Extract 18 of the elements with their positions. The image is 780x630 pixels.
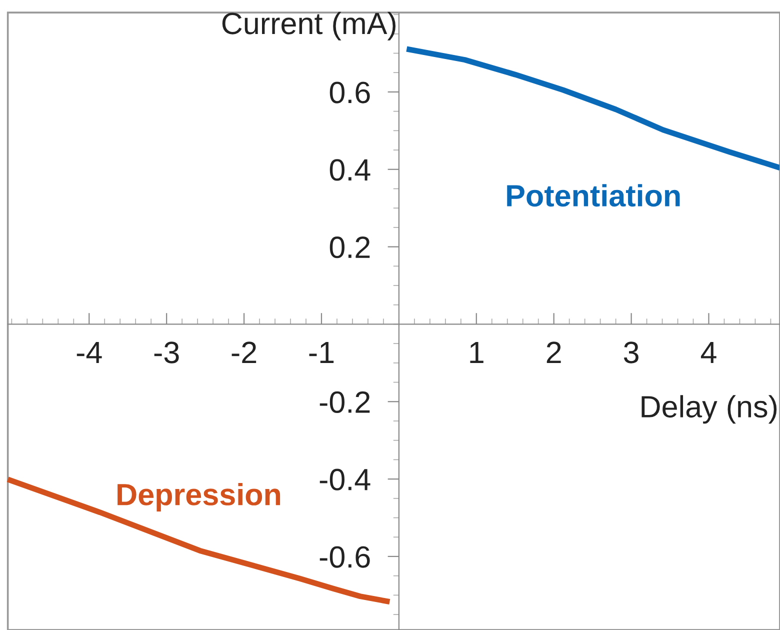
y-tick-label: 0.6 bbox=[330, 82, 370, 104]
y-tick-label: -0.4 bbox=[320, 468, 370, 490]
series-label: Potentiation bbox=[507, 184, 680, 207]
x-tick-label: 4 bbox=[700, 342, 716, 364]
x-tick-label: 1 bbox=[470, 342, 484, 364]
y-tick-label: 0.2 bbox=[330, 236, 370, 258]
x-tick-label: 3 bbox=[624, 342, 638, 364]
series-label: Depression bbox=[118, 482, 280, 512]
x-tick-label: -4 bbox=[76, 342, 102, 364]
x-tick-label: -3 bbox=[154, 342, 179, 364]
x-tick-label: -2 bbox=[232, 342, 256, 364]
y-tick-label: 0.4 bbox=[330, 159, 370, 181]
x-tick-label: -1 bbox=[309, 342, 334, 364]
y-tick-label: -0.2 bbox=[320, 391, 370, 413]
y-tick-label: -0.6 bbox=[320, 546, 370, 568]
x-axis-title: Delay (ns) bbox=[642, 395, 777, 424]
y-axis-title: Current (mA) bbox=[222, 12, 396, 40]
x-tick-label: 2 bbox=[546, 342, 561, 364]
